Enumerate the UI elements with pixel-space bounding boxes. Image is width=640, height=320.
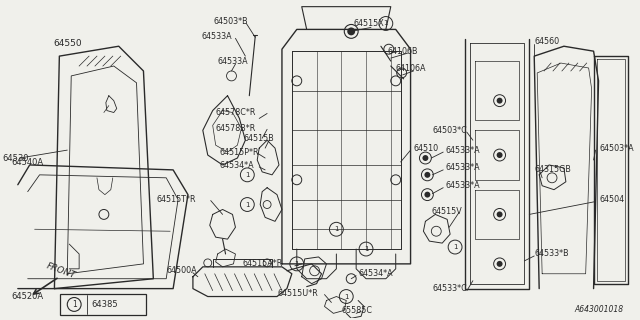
FancyBboxPatch shape — [60, 293, 147, 315]
Text: A643001018: A643001018 — [574, 305, 623, 314]
Text: 64515X: 64515X — [353, 19, 384, 28]
Circle shape — [339, 290, 353, 303]
Text: 1: 1 — [334, 226, 339, 232]
Text: 1: 1 — [245, 172, 250, 178]
Text: 64500A: 64500A — [166, 266, 197, 275]
Text: 64515V: 64515V — [431, 207, 462, 216]
Text: 64533A: 64533A — [218, 57, 248, 66]
Text: 64533*A: 64533*A — [445, 164, 480, 172]
Circle shape — [99, 210, 109, 219]
Circle shape — [241, 168, 254, 182]
Circle shape — [547, 173, 557, 183]
Circle shape — [493, 258, 506, 270]
Text: 64540A: 64540A — [12, 158, 44, 167]
Circle shape — [344, 24, 358, 38]
Text: 64515U*R: 64515U*R — [277, 289, 317, 298]
Circle shape — [493, 95, 506, 107]
Circle shape — [346, 274, 356, 284]
Text: 64510: 64510 — [413, 144, 438, 153]
Text: 64106A: 64106A — [396, 65, 426, 74]
Circle shape — [241, 197, 254, 212]
Text: 1: 1 — [344, 293, 349, 300]
Circle shape — [310, 266, 319, 276]
Circle shape — [348, 28, 355, 35]
Text: 64515P*R: 64515P*R — [220, 148, 259, 156]
Text: 64503*C: 64503*C — [432, 126, 467, 135]
Text: 64530: 64530 — [2, 154, 28, 163]
Text: 64385: 64385 — [91, 300, 118, 309]
Text: 64520A: 64520A — [12, 292, 44, 301]
Circle shape — [379, 17, 393, 30]
Circle shape — [424, 172, 430, 178]
Text: 64578B*R: 64578B*R — [216, 124, 256, 133]
Text: 64534*A: 64534*A — [220, 161, 254, 171]
Circle shape — [290, 257, 304, 271]
Circle shape — [204, 259, 212, 267]
Text: 1: 1 — [294, 261, 299, 267]
Circle shape — [497, 261, 502, 267]
Circle shape — [422, 169, 433, 181]
Circle shape — [493, 149, 506, 161]
Circle shape — [384, 44, 394, 54]
Text: 1: 1 — [453, 244, 458, 250]
Text: 64550: 64550 — [53, 39, 81, 48]
Circle shape — [422, 155, 428, 161]
Circle shape — [419, 152, 431, 164]
Circle shape — [67, 298, 81, 311]
Text: 64533*A: 64533*A — [445, 146, 480, 155]
Circle shape — [422, 189, 433, 201]
Circle shape — [359, 242, 373, 256]
Text: 64515T*R: 64515T*R — [156, 195, 196, 204]
Circle shape — [497, 98, 502, 104]
Circle shape — [397, 68, 406, 78]
Text: 64503*B: 64503*B — [214, 17, 248, 26]
Circle shape — [391, 175, 401, 185]
Circle shape — [227, 71, 236, 81]
Text: 64533*B: 64533*B — [534, 250, 569, 259]
Text: 65585C: 65585C — [341, 306, 372, 315]
Text: 64315GB: 64315GB — [534, 165, 571, 174]
Circle shape — [497, 212, 502, 217]
Text: 64578C*R: 64578C*R — [216, 108, 256, 117]
Circle shape — [292, 76, 301, 86]
Text: 64503*A: 64503*A — [600, 144, 634, 153]
Circle shape — [292, 175, 301, 185]
Text: 64515A*R: 64515A*R — [243, 260, 283, 268]
Text: 1: 1 — [72, 300, 77, 309]
Circle shape — [448, 240, 462, 254]
Text: 1: 1 — [364, 246, 368, 252]
Text: 1: 1 — [383, 20, 388, 27]
Text: 1: 1 — [245, 202, 250, 207]
Text: 64106B: 64106B — [388, 47, 419, 56]
Circle shape — [263, 201, 271, 208]
Circle shape — [497, 152, 502, 158]
Text: 64533*C: 64533*C — [432, 284, 467, 293]
Circle shape — [493, 208, 506, 220]
Text: 64515B: 64515B — [243, 134, 274, 143]
Circle shape — [424, 192, 430, 197]
Circle shape — [263, 259, 271, 267]
Text: 64533*A: 64533*A — [445, 181, 480, 190]
Circle shape — [391, 76, 401, 86]
Text: 64534*A: 64534*A — [358, 269, 393, 278]
Circle shape — [431, 226, 441, 236]
Text: 64533A: 64533A — [202, 32, 232, 41]
Text: 64504: 64504 — [600, 195, 625, 204]
Text: FRONT: FRONT — [45, 261, 77, 280]
Circle shape — [330, 222, 343, 236]
Text: 64560: 64560 — [534, 37, 559, 46]
